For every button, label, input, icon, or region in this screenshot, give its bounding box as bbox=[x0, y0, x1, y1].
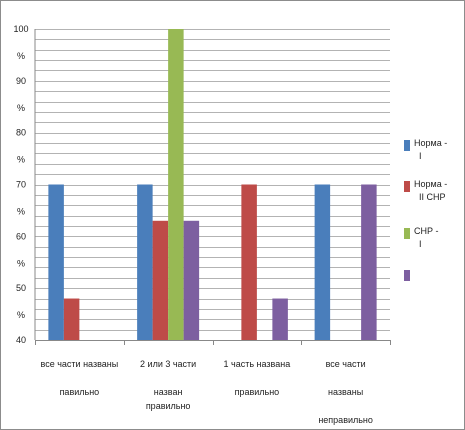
y-tick-label: 60 bbox=[16, 231, 26, 241]
category-label: назван bbox=[154, 387, 183, 397]
legend-label: СНР - bbox=[414, 226, 439, 236]
category-label: все части названы bbox=[41, 359, 119, 369]
y-tick-label: 40 bbox=[16, 335, 26, 345]
legend-swatch bbox=[404, 270, 410, 281]
y-tick-label: 100 bbox=[13, 24, 28, 34]
y-tick-label: % bbox=[17, 258, 25, 268]
y-tick-label: 80 bbox=[16, 128, 26, 138]
category-label: правильно bbox=[235, 387, 280, 397]
legend-label: Норма - bbox=[414, 138, 447, 148]
category-label: 2 или 3 части bbox=[140, 359, 196, 369]
legend-label: Норма - bbox=[414, 179, 447, 189]
bar bbox=[272, 298, 288, 340]
category-label: все части bbox=[326, 359, 366, 369]
legend-swatch bbox=[404, 228, 410, 239]
bars bbox=[48, 29, 377, 340]
category-label: 1 часть названа bbox=[224, 359, 291, 369]
legend: Норма - I Норма - II СНР СНР - I bbox=[404, 138, 447, 281]
y-tick-label: 70 bbox=[16, 180, 26, 190]
bar bbox=[137, 184, 153, 340]
grid-lines bbox=[35, 29, 390, 331]
bar bbox=[241, 184, 257, 340]
y-tick-label: 90 bbox=[16, 76, 26, 86]
y-tick-label: % bbox=[17, 103, 25, 113]
y-tick-label: % bbox=[17, 207, 25, 217]
bar bbox=[314, 184, 331, 340]
bar bbox=[152, 220, 169, 340]
legend-swatch bbox=[404, 181, 410, 192]
bar bbox=[183, 220, 200, 340]
legend-label: I bbox=[419, 239, 422, 249]
bar bbox=[48, 184, 64, 340]
bar bbox=[361, 184, 377, 340]
category-label: неправильно bbox=[318, 415, 373, 425]
y-tick-label: % bbox=[17, 310, 25, 320]
category-label: правильно bbox=[146, 401, 191, 411]
category-labels: все части названы павильно 2 или 3 части на… bbox=[41, 359, 373, 425]
legend-swatch bbox=[404, 140, 410, 151]
category-label: названы bbox=[328, 387, 363, 397]
y-tick-label: 50 bbox=[16, 283, 26, 293]
legend-label: II СНР bbox=[419, 192, 446, 202]
y-tick-labels: 100% 90% 80% 70% 60% 50% 40 bbox=[13, 24, 28, 345]
legend-label: I bbox=[419, 151, 422, 161]
category-label: павильно bbox=[60, 387, 100, 397]
bar bbox=[168, 29, 184, 340]
y-tick-label: % bbox=[17, 51, 25, 61]
axes bbox=[34, 29, 391, 345]
bar bbox=[63, 298, 80, 340]
y-tick-label: % bbox=[17, 155, 25, 165]
